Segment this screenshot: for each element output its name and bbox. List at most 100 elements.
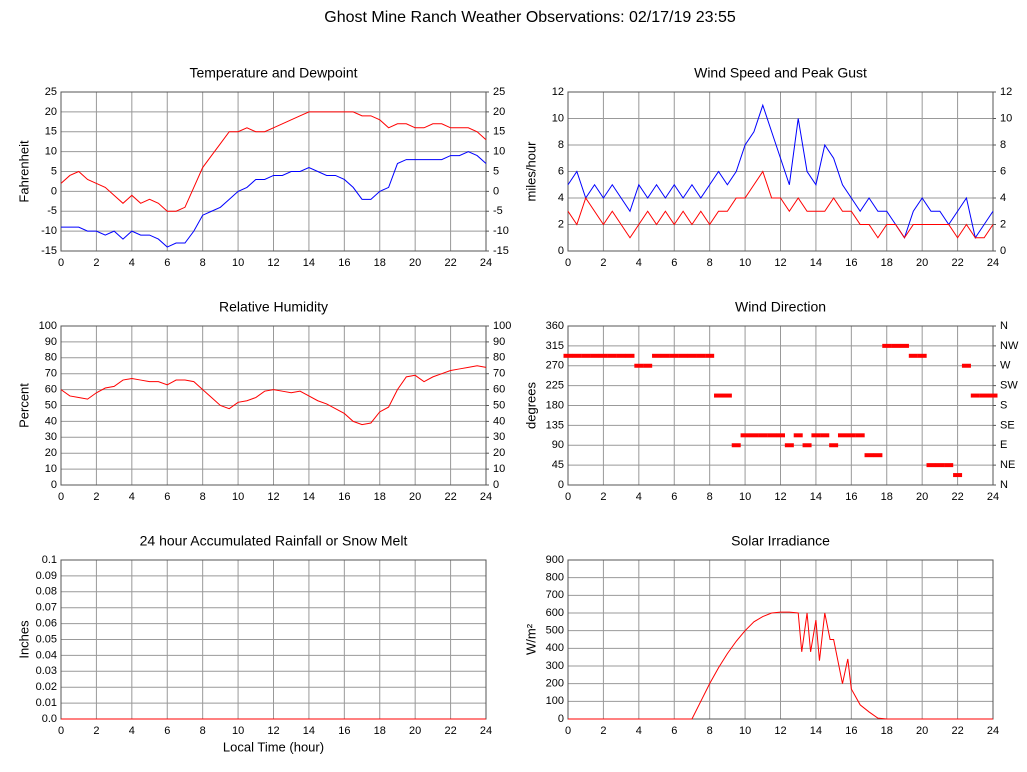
y-tick-label: 315 xyxy=(546,340,564,352)
y2-tick-label: 10 xyxy=(493,463,505,475)
data-point xyxy=(758,433,768,438)
y-tick-label: -10 xyxy=(41,225,57,237)
y2-tick-label: N xyxy=(1000,320,1008,332)
y-tick-label: 360 xyxy=(546,320,564,332)
x-tick-label: 24 xyxy=(987,725,999,737)
y2-tick-label: 0 xyxy=(1000,245,1006,257)
y-axis-label: Inches xyxy=(16,620,31,659)
x-tick-label: 8 xyxy=(200,725,206,737)
y2-tick-label: S xyxy=(1000,399,1007,411)
x-tick-label: 20 xyxy=(916,725,928,737)
y2-tick-label: -15 xyxy=(493,245,509,257)
y-tick-label: 0.1 xyxy=(42,554,57,566)
data-line xyxy=(568,611,993,720)
y-tick-label: 20 xyxy=(45,447,57,459)
y-tick-label: 225 xyxy=(546,380,564,392)
y-tick-label: 600 xyxy=(546,607,564,619)
data-point xyxy=(572,353,582,358)
y-tick-label: -15 xyxy=(41,245,57,257)
x-tick-label: 8 xyxy=(707,725,713,737)
data-point xyxy=(908,353,918,358)
y-tick-label: 15 xyxy=(45,126,57,138)
data-point xyxy=(953,473,963,478)
data-point xyxy=(802,443,812,448)
x-tick-label: 24 xyxy=(480,725,492,737)
x-tick-label: 22 xyxy=(951,725,963,737)
x-tick-label: 12 xyxy=(267,257,279,269)
x-axis-label: Local Time (hour) xyxy=(223,739,324,754)
x-tick-label: 24 xyxy=(480,491,492,503)
data-point xyxy=(944,463,954,468)
y-tick-label: 70 xyxy=(45,368,57,380)
y2-tick-label: 0 xyxy=(493,185,499,197)
chart-title: 24 hour Accumulated Rainfall or Snow Mel… xyxy=(140,533,408,549)
y-tick-label: 5 xyxy=(51,165,57,177)
data-line xyxy=(60,111,487,212)
x-tick-label: 24 xyxy=(987,491,999,503)
data-point xyxy=(616,353,626,358)
y2-tick-label: 5 xyxy=(493,165,499,177)
y2-tick-label: E xyxy=(1000,439,1007,451)
chart-title: Temperature and Dewpoint xyxy=(189,65,357,81)
data-point xyxy=(864,453,874,458)
data-point xyxy=(740,433,750,438)
x-tick-label: 14 xyxy=(303,491,315,503)
x-tick-label: 12 xyxy=(774,725,786,737)
y2-tick-label: 100 xyxy=(493,320,511,332)
y-tick-label: 90 xyxy=(45,336,57,348)
x-tick-label: 22 xyxy=(444,725,456,737)
y2-tick-label: 2 xyxy=(1000,218,1006,230)
x-tick-label: 8 xyxy=(200,257,206,269)
data-line xyxy=(61,151,487,248)
data-point xyxy=(687,353,697,358)
y-tick-label: 0.0 xyxy=(42,713,57,725)
chart-title: Relative Humidity xyxy=(219,299,328,315)
x-tick-label: 20 xyxy=(916,491,928,503)
data-point xyxy=(722,393,732,398)
y-tick-label: 270 xyxy=(546,360,564,372)
y2-tick-label: 12 xyxy=(1000,86,1012,98)
data-line xyxy=(567,103,994,239)
y-tick-label: 0.07 xyxy=(36,602,57,614)
y-tick-label: 2 xyxy=(558,218,564,230)
y-tick-label: 900 xyxy=(546,554,564,566)
x-tick-label: 2 xyxy=(600,491,606,503)
plot-frame xyxy=(60,91,487,252)
data-point xyxy=(705,353,715,358)
y-tick-label: 0.03 xyxy=(36,665,57,677)
y-tick-label: 12 xyxy=(552,86,564,98)
y-axis-label: degrees xyxy=(523,382,538,429)
x-tick-label: 4 xyxy=(636,257,642,269)
x-tick-label: 4 xyxy=(129,257,135,269)
y-tick-label: 500 xyxy=(546,625,564,637)
x-tick-label: 22 xyxy=(951,491,963,503)
x-tick-label: 2 xyxy=(93,491,99,503)
x-tick-label: 12 xyxy=(267,725,279,737)
x-tick-label: 14 xyxy=(810,257,822,269)
data-point xyxy=(961,363,971,368)
y-axis-label: W/m² xyxy=(523,623,538,655)
x-tick-label: 10 xyxy=(739,725,751,737)
data-point xyxy=(882,343,892,348)
data-point xyxy=(917,353,927,358)
x-tick-label: 18 xyxy=(374,725,386,737)
x-tick-label: 6 xyxy=(164,725,170,737)
x-tick-label: 18 xyxy=(374,491,386,503)
data-point xyxy=(776,433,785,438)
y-tick-label: 100 xyxy=(39,320,57,332)
data-point xyxy=(970,393,980,398)
y-axis-label: Percent xyxy=(16,383,31,428)
y2-tick-label: W xyxy=(1000,360,1011,372)
x-tick-label: 10 xyxy=(739,257,751,269)
data-point xyxy=(846,433,856,438)
x-tick-label: 10 xyxy=(232,725,244,737)
data-point xyxy=(625,353,635,358)
x-tick-label: 2 xyxy=(93,257,99,269)
x-tick-label: 18 xyxy=(881,491,893,503)
data-point xyxy=(988,393,998,398)
data-point xyxy=(979,393,989,398)
y-tick-label: 0.09 xyxy=(36,570,57,582)
y-tick-label: 0 xyxy=(558,713,564,725)
x-tick-label: 10 xyxy=(739,491,751,503)
data-point xyxy=(926,463,936,468)
